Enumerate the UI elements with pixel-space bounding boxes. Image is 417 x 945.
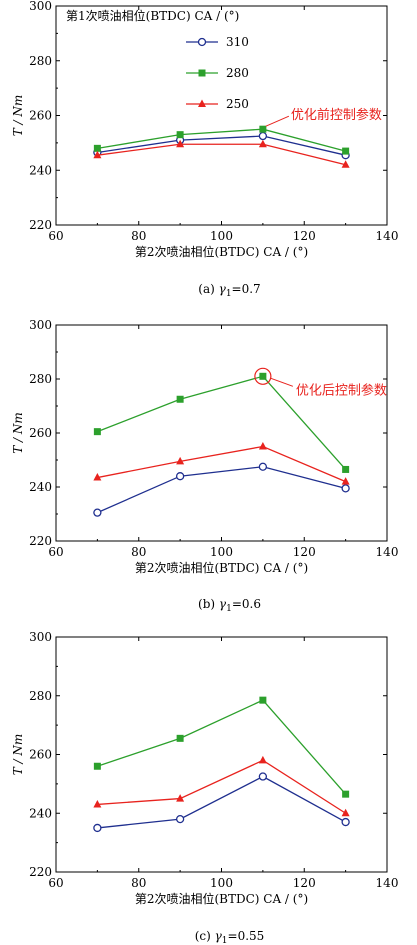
series-line-280: [97, 128, 346, 152]
x-tick-label: 60: [48, 229, 63, 243]
legend-label-310: 310: [226, 35, 249, 49]
data-point-310: [258, 772, 268, 781]
data-point-250: [341, 160, 350, 168]
annotation-label: 优化前控制参数: [291, 107, 382, 123]
annotation-label: 优化后控制参数: [296, 382, 387, 398]
data-point-310: [175, 472, 185, 481]
data-point-310: [258, 131, 268, 141]
x-tick-label: 140: [376, 229, 399, 243]
series-line-280: [97, 375, 347, 470]
y-tick-label: 260: [29, 748, 52, 762]
legend-marker-310: [197, 37, 207, 47]
x-tick-label: 120: [293, 545, 316, 559]
data-point-310: [93, 508, 102, 517]
data-point-250: [341, 477, 350, 485]
data-point-250: [176, 794, 185, 802]
data-point-280: [176, 395, 184, 403]
y-tick-label: 220: [29, 865, 52, 879]
data-point-250: [258, 755, 267, 764]
panel-caption: (b) γ1=0.6: [198, 597, 261, 614]
chart-panel-2: 60 80 100 120 140 220 240 260 280 300 第2次喷油相位(BTDC…: [11, 318, 398, 614]
series-line-250: [97, 445, 346, 483]
y-axis-label: T / Nm: [11, 734, 25, 776]
legend-title: 第1次喷油相位(BTDC) CA / (°): [66, 8, 239, 23]
x-tick-label: 80: [131, 229, 146, 243]
data-point-280: [342, 790, 350, 798]
panel-caption: (a) γ1=0.7: [198, 282, 260, 299]
data-point-310: [341, 484, 350, 493]
data-point-280: [259, 372, 267, 380]
data-point-310: [175, 814, 185, 824]
legend-marker-250: [198, 99, 206, 107]
x-tick-label: 80: [131, 876, 146, 890]
data-point-280: [176, 734, 184, 742]
x-tick-label: 120: [293, 229, 316, 243]
y-axis-label: T / Nm: [11, 95, 25, 137]
y-tick-label: 240: [29, 806, 52, 820]
y-tick-label: 280: [29, 54, 52, 68]
legend-label-250: 250: [226, 97, 249, 111]
data-point-280: [93, 762, 101, 770]
data-point-250: [93, 150, 102, 159]
data-point-280: [342, 465, 350, 473]
x-tick-label: 100: [210, 545, 233, 559]
x-axis-label: 第2次喷油相位(BTDC) CA / (°): [135, 891, 308, 906]
data-point-250: [176, 139, 185, 148]
data-point-250: [93, 799, 102, 808]
y-tick-label: 240: [29, 163, 52, 177]
y-tick-label: 280: [29, 689, 52, 703]
y-axis-label: T / Nm: [11, 412, 25, 454]
y-tick-label: 300: [29, 0, 52, 13]
series-line-310: [97, 466, 346, 514]
x-axis-label: 第2次喷油相位(BTDC) CA / (°): [135, 560, 308, 575]
x-tick-label: 60: [48, 545, 63, 559]
y-tick-label: 220: [29, 218, 52, 232]
data-point-310: [93, 823, 102, 833]
data-point-280: [259, 696, 267, 704]
plot-frame: [55, 636, 388, 873]
data-point-250: [176, 456, 185, 465]
legend-marker-280: [198, 69, 206, 77]
y-tick-label: 260: [29, 109, 52, 123]
chart-panel-3: 60 80 100 120 140 220 240 260 280 300 第2次喷油相位(BTDC…: [11, 630, 398, 945]
y-tick-label: 220: [29, 534, 52, 548]
data-point-250: [258, 139, 267, 148]
data-point-250: [93, 473, 102, 481]
x-tick-label: 80: [131, 545, 146, 559]
x-axis-label: 第2次喷油相位(BTDC) CA / (°): [135, 244, 308, 259]
series-line-310: [97, 135, 346, 156]
series-line-310: [97, 775, 346, 829]
data-point-280: [93, 144, 101, 152]
chart-panel-1: 60 80 100 120 140 220 240 260 280 300 第2次喷油相位(BTDC…: [11, 0, 398, 299]
annotation-leader: [270, 377, 294, 387]
series-line-250: [97, 143, 346, 166]
legend-label-280: 280: [226, 66, 249, 80]
data-point-280: [176, 131, 184, 139]
x-tick-label: 60: [48, 876, 63, 890]
y-tick-label: 280: [29, 372, 52, 386]
y-tick-label: 240: [29, 480, 52, 494]
annotation-leader: [265, 115, 290, 127]
x-tick-label: 100: [210, 229, 233, 243]
y-tick-label: 300: [29, 630, 52, 644]
x-tick-label: 140: [376, 545, 399, 559]
x-tick-label: 140: [376, 876, 399, 890]
data-point-280: [93, 428, 101, 436]
y-tick-label: 260: [29, 426, 52, 440]
data-point-250: [258, 442, 267, 450]
x-tick-label: 120: [293, 876, 316, 890]
panel-caption: (c) γ1=0.55: [195, 929, 265, 945]
y-tick-label: 300: [29, 318, 52, 332]
data-point-280: [342, 147, 350, 155]
series-line-280: [97, 699, 347, 795]
highlight-circle: [254, 367, 272, 385]
data-point-310: [258, 462, 268, 471]
x-tick-label: 100: [210, 876, 233, 890]
data-point-250: [341, 808, 350, 817]
series-line-250: [97, 759, 346, 814]
data-point-310: [341, 817, 350, 827]
data-point-280: [259, 125, 267, 133]
